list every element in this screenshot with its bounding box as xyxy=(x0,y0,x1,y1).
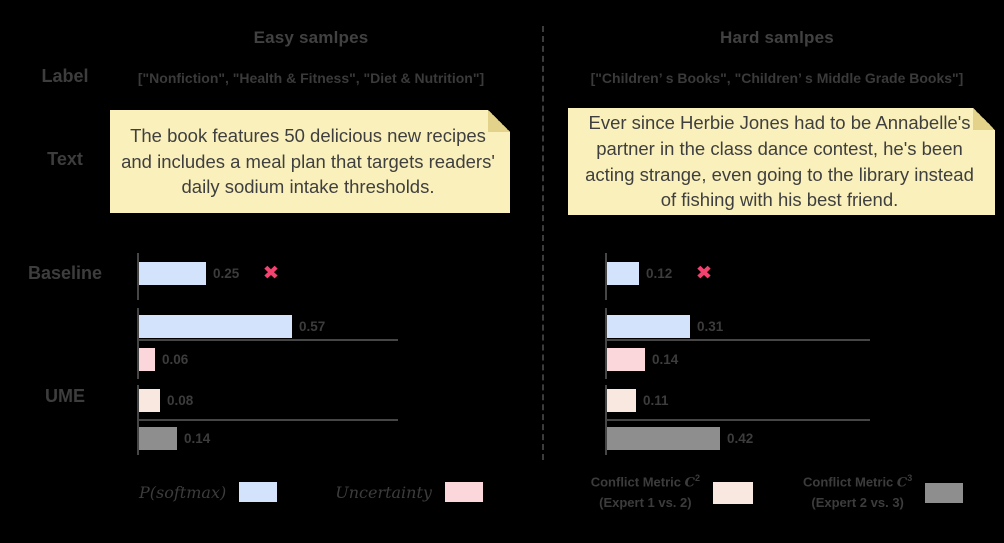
note-fold-corner xyxy=(973,108,995,130)
legend-c2-symbol: C xyxy=(684,475,695,491)
y-axis-line xyxy=(137,253,139,300)
legend-item-conflict-c3: Conflict Metric C3 (Expert 2 vs. 3) xyxy=(803,472,964,514)
hard-baseline-chart: 0.12 ✖ xyxy=(605,250,1004,305)
legend-item-conflict-c2: Conflict Metric C2 (Expert 1 vs. 2) xyxy=(591,472,753,514)
rejected-x-icon: ✖ xyxy=(262,263,280,284)
bar-row: 0.42 xyxy=(607,427,753,450)
panel-divider-line xyxy=(542,26,544,460)
bar-value-label: 0.12 xyxy=(646,266,673,281)
conflict-c2-swatch xyxy=(713,481,753,504)
legend-label-psoftmax: P(softmax) xyxy=(139,482,227,502)
easy-panel-title: Easy samlpes xyxy=(253,28,369,47)
bar-pink xyxy=(607,348,645,371)
bar-blue xyxy=(139,262,206,285)
x-axis-line xyxy=(137,419,398,421)
legend-label-conflict-c3: Conflict Metric C3 (Expert 2 vs. 3) xyxy=(803,472,912,514)
note-fold-corner xyxy=(488,110,510,132)
bar-value-label: 0.14 xyxy=(652,352,679,367)
bar-blue xyxy=(607,262,639,285)
bar-row: 0.31 xyxy=(607,315,723,338)
bar-pink xyxy=(139,348,155,371)
bar-value-label: 0.06 xyxy=(162,352,189,367)
uncertainty-swatch xyxy=(444,482,483,502)
bar-value-label: 0.08 xyxy=(167,393,194,408)
rejected-x-icon: ✖ xyxy=(695,263,713,284)
row-header-baseline: Baseline xyxy=(27,263,103,283)
bar-gray xyxy=(139,427,177,450)
bar-value-label: 0.11 xyxy=(643,393,669,408)
y-axis-line xyxy=(137,308,139,379)
easy-text-content: The book features 50 delicious new recip… xyxy=(121,125,495,198)
conflict-c3-swatch xyxy=(925,482,964,503)
legend-c3-prefix: Conflict Metric xyxy=(803,474,897,490)
easy-text-note: The book features 50 delicious new recip… xyxy=(110,110,510,213)
row-header-text: Text xyxy=(47,149,83,169)
bar-gray xyxy=(607,427,720,450)
hard-legend: Conflict Metric C2 (Expert 1 vs. 2) Conf… xyxy=(560,472,994,514)
legend-label-conflict-c2: Conflict Metric C2 (Expert 1 vs. 2) xyxy=(591,472,700,514)
x-axis-line xyxy=(137,339,398,341)
legend-label-uncertainty: Uncertainty xyxy=(335,482,432,502)
bar-row: 0.25 ✖ xyxy=(139,262,280,285)
legend-c3-experts: (Expert 2 vs. 3) xyxy=(811,495,904,511)
psoftmax-swatch xyxy=(239,482,278,502)
hard-ume-chart: 0.31 0.14 0.11 0.42 xyxy=(605,308,1004,458)
hard-text-content: Ever since Herbie Jones had to be Annabe… xyxy=(585,112,974,211)
bar-value-label: 0.31 xyxy=(697,319,724,334)
bar-peach xyxy=(607,389,636,412)
legend-c2-prefix: Conflict Metric xyxy=(590,474,685,490)
y-axis-line xyxy=(605,253,607,300)
legend-c3-exponent: 3 xyxy=(907,473,913,483)
hard-label-value: ["Children’ s Books", "Children’ s Middl… xyxy=(590,70,964,86)
bar-value-label: 0.42 xyxy=(727,431,754,446)
row-header-ume: UME xyxy=(45,386,85,406)
bar-row: 0.11 xyxy=(607,389,669,412)
x-axis-line xyxy=(605,419,870,421)
bar-row: 0.06 xyxy=(139,348,188,371)
easy-label-value: ["Nonfiction", "Health & Fitness", "Diet… xyxy=(137,70,485,86)
legend-c3-symbol: C xyxy=(896,475,908,491)
hard-panel-title: Hard samlpes xyxy=(720,28,834,47)
easy-ume-chart: 0.57 0.06 0.08 0.14 xyxy=(137,308,557,458)
easy-legend: P(softmax) Uncertainty xyxy=(105,482,517,502)
legend-c2-experts: (Expert 1 vs. 2) xyxy=(599,495,692,511)
bar-row: 0.14 xyxy=(139,427,210,450)
legend-item-uncertainty: Uncertainty xyxy=(335,482,483,502)
legend-c2-exponent: 2 xyxy=(694,473,700,483)
bar-value-label: 0.14 xyxy=(184,431,211,446)
bar-value-label: 0.25 xyxy=(213,266,240,281)
bar-row: 0.57 xyxy=(139,315,325,338)
y-axis-line xyxy=(605,308,607,379)
bar-blue xyxy=(139,315,292,338)
bar-blue xyxy=(607,315,690,338)
hard-text-note: Ever since Herbie Jones had to be Annabe… xyxy=(568,108,995,215)
bar-value-label: 0.57 xyxy=(299,319,326,334)
easy-baseline-chart: 0.25 ✖ xyxy=(137,250,557,305)
bar-row: 0.12 ✖ xyxy=(607,262,713,285)
bar-row: 0.14 xyxy=(607,348,678,371)
x-axis-line xyxy=(605,339,870,341)
bar-row: 0.08 xyxy=(139,389,193,412)
legend-item-psoftmax: P(softmax) xyxy=(139,482,278,502)
bar-peach xyxy=(139,389,160,412)
row-header-label: Label xyxy=(41,66,89,86)
